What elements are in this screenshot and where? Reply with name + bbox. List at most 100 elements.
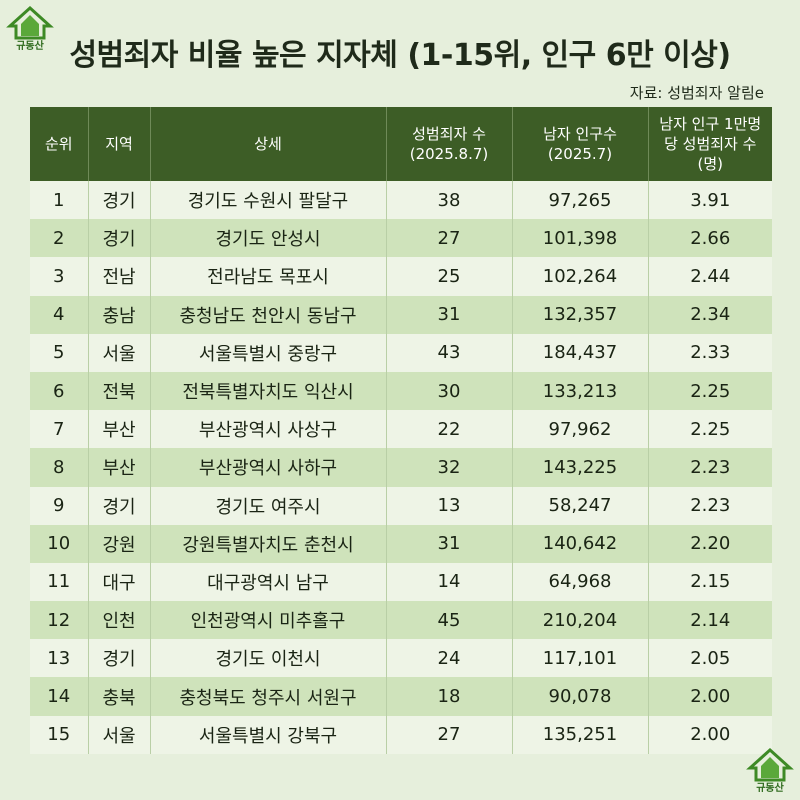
header-rank: 순위 [30, 107, 89, 181]
cell-rank: 14 [30, 677, 89, 716]
cell-rate: 2.05 [690, 647, 731, 669]
cell-region: 충북 [88, 677, 151, 716]
ranking-table: 순위 지역 상세 성범죄자 수 (2025.8.7) 남자 인구수 (2025.… [30, 107, 772, 754]
cell-offender-count: 25 [386, 257, 513, 296]
cell-detail: 전북특별자치도 익산시 [150, 371, 387, 411]
cell-rank: 8 [30, 448, 89, 487]
cell-detail: 인천광역시 미추홀구 [150, 601, 387, 640]
cell-region: 충남 [88, 295, 151, 334]
cell-rank: 5 [30, 333, 89, 372]
cell-male-population: 132,357 [512, 295, 649, 334]
cell-male-population: 64,968 [512, 562, 649, 602]
cell-male-population: 135,251 [512, 715, 649, 754]
cell-rate: 2.23 [690, 456, 731, 478]
cell-rank: 3 [30, 257, 89, 296]
cell-detail: 경기도 수원시 팔달구 [150, 181, 387, 220]
cell-rate: 2.23 [690, 495, 731, 517]
cell-rate: 2.15 [690, 571, 731, 593]
cell-rank: 6 [30, 371, 89, 411]
table-row: 11 대구 대구광역시 남구 14 64,968 2.15 [30, 562, 772, 602]
table-row: 4 충남 충청남도 천안시 동남구 31 132,357 2.34 [30, 295, 772, 334]
cell-region: 부산 [88, 448, 151, 487]
cell-offender-count: 31 [386, 295, 513, 334]
table-row: 13 경기 경기도 이천시 24 117,101 2.05 [30, 639, 772, 678]
cell-rank: 4 [30, 295, 89, 334]
cell-detail: 전라남도 목포시 [150, 257, 387, 296]
table-row: 1 경기 경기도 수원시 팔달구 38 97,265 3.91 [30, 181, 772, 220]
cell-rate: 2.34 [690, 304, 731, 326]
cell-rank: 15 [30, 715, 89, 754]
source-note: 자료: 성범죄자 알림e [629, 84, 764, 102]
cell-region: 경기 [88, 486, 151, 525]
cell-offender-count: 18 [386, 677, 513, 716]
cell-rank: 10 [30, 524, 89, 563]
cell-detail: 경기도 여주시 [150, 486, 387, 525]
cell-male-population: 210,204 [512, 601, 649, 640]
cell-male-population: 90,078 [512, 677, 649, 716]
cell-region: 대구 [88, 562, 151, 602]
table-row: 10 강원 강원특별자치도 춘천시 31 140,642 2.20 [30, 524, 772, 563]
cell-rate: 2.14 [690, 609, 731, 631]
cell-rate: 2.25 [690, 418, 731, 440]
cell-rate: 3.91 [690, 189, 731, 211]
cell-detail: 경기도 이천시 [150, 639, 387, 678]
cell-detail: 강원특별자치도 춘천시 [150, 524, 387, 563]
cell-region: 서울 [88, 333, 151, 372]
cell-rank: 11 [30, 562, 89, 602]
header-male-population: 남자 인구수 (2025.7) [512, 107, 649, 181]
cell-detail: 서울특별시 중랑구 [150, 333, 387, 372]
table-row: 6 전북 전북특별자치도 익산시 30 133,213 2.25 [30, 371, 772, 411]
cell-offender-count: 43 [386, 333, 513, 372]
table-row: 9 경기 경기도 여주시 13 58,247 2.23 [30, 486, 772, 525]
cell-rank: 9 [30, 486, 89, 525]
logo-bottom-right: 규동산 [746, 748, 794, 794]
cell-rate: 2.00 [690, 724, 731, 746]
header-rate-per-10k: 남자 인구 1만명 당 성범죄자 수 (명) [659, 115, 762, 173]
logo-top-left: 규동산 [6, 6, 54, 52]
cell-detail: 대구광역시 남구 [150, 562, 387, 602]
cell-rate: 2.44 [690, 265, 731, 287]
cell-region: 인천 [88, 601, 151, 640]
cell-rank: 12 [30, 601, 89, 640]
table-row: 8 부산 부산광역시 사하구 32 143,225 2.23 [30, 448, 772, 487]
cell-region: 경기 [88, 219, 151, 258]
table-body: 1 경기 경기도 수원시 팔달구 38 97,265 3.91 2 경기 경기도 안성시 27 10… [30, 181, 772, 754]
cell-detail: 충청남도 천안시 동남구 [150, 295, 387, 334]
table-header-row: 순위 지역 상세 성범죄자 수 (2025.8.7) 남자 인구수 (2025.… [30, 107, 772, 181]
cell-detail: 경기도 안성시 [150, 219, 387, 258]
cell-offender-count: 24 [386, 639, 513, 678]
cell-male-population: 140,642 [512, 524, 649, 563]
table-row: 7 부산 부산광역시 사상구 22 97,962 2.25 [30, 410, 772, 449]
cell-rank: 2 [30, 219, 89, 258]
cell-detail: 충청북도 청주시 서원구 [150, 677, 387, 716]
header-offender-count: 성범죄자 수 (2025.8.7) [386, 107, 513, 181]
cell-male-population: 143,225 [512, 448, 649, 487]
cell-rate: 2.33 [690, 342, 731, 364]
cell-offender-count: 38 [386, 181, 513, 220]
cell-rate: 2.66 [690, 227, 731, 249]
cell-region: 부산 [88, 410, 151, 449]
table-row: 2 경기 경기도 안성시 27 101,398 2.66 [30, 219, 772, 258]
cell-rate: 2.25 [690, 380, 731, 402]
cell-male-population: 97,962 [512, 410, 649, 449]
cell-region: 경기 [88, 181, 151, 220]
cell-male-population: 97,265 [512, 181, 649, 220]
cell-male-population: 58,247 [512, 486, 649, 525]
table-row: 3 전남 전라남도 목포시 25 102,264 2.44 [30, 257, 772, 296]
cell-detail: 서울특별시 강북구 [150, 715, 387, 754]
cell-offender-count: 32 [386, 448, 513, 487]
cell-rank: 13 [30, 639, 89, 678]
cell-male-population: 101,398 [512, 219, 649, 258]
cell-male-population: 184,437 [512, 333, 649, 372]
cell-male-population: 117,101 [512, 639, 649, 678]
cell-region: 전북 [88, 371, 151, 411]
page-title: 성범죄자 비율 높은 지자체 (1-15위, 인구 6만 이상) [69, 38, 731, 73]
cell-rate: 2.00 [690, 686, 731, 708]
cell-rate: 2.20 [690, 533, 731, 555]
header-region: 지역 [88, 107, 151, 181]
cell-detail: 부산광역시 사하구 [150, 448, 387, 487]
logo-text: 규동산 [756, 783, 784, 794]
cell-offender-count: 13 [386, 486, 513, 525]
cell-offender-count: 27 [386, 715, 513, 754]
